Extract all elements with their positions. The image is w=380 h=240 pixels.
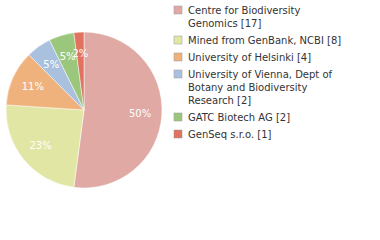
chart: 50%23%11%5%5%2%Centre for BiodiversityGe…: [0, 0, 380, 240]
legend-item: Centre for BiodiversityGenomics [17]: [174, 5, 301, 29]
data-label: 5%: [43, 59, 59, 70]
pie-slice: [74, 32, 84, 110]
pie: [6, 32, 162, 188]
legend: Centre for BiodiversityGenomics [17] Mine…: [174, 5, 341, 140]
legend-swatch: [174, 130, 182, 138]
data-label: 11%: [22, 81, 44, 92]
legend-item: Mined from GenBank, NCBI [8]: [174, 35, 341, 46]
legend-label: GATC Biotech AG [2]: [188, 112, 290, 123]
data-label: 23%: [29, 140, 51, 151]
data-label: 2%: [72, 48, 88, 59]
data-label: 50%: [129, 108, 151, 119]
legend-swatch: [174, 36, 182, 44]
legend-swatch: [174, 53, 182, 61]
legend-label: Mined from GenBank, NCBI [8]: [188, 35, 341, 46]
pie-slice: [6, 105, 84, 187]
legend-label: Centre for BiodiversityGenomics [17]: [188, 5, 301, 29]
legend-swatch: [174, 70, 182, 78]
legend-item: University of Helsinki [4]: [174, 52, 311, 63]
pie-slice: [50, 33, 84, 110]
legend-label: University of Vienna, Dept ofBotany and …: [188, 69, 333, 106]
legend-swatch: [174, 6, 182, 14]
legend-swatch: [174, 113, 182, 121]
legend-item: GenSeq s.r.o. [1]: [174, 129, 272, 140]
legend-label: GenSeq s.r.o. [1]: [188, 129, 272, 140]
data-labels: 50%23%11%5%5%2%: [22, 48, 151, 151]
legend-item: University of Vienna, Dept ofBotany and …: [174, 69, 333, 106]
legend-label: University of Helsinki [4]: [188, 52, 311, 63]
legend-item: GATC Biotech AG [2]: [174, 112, 290, 123]
